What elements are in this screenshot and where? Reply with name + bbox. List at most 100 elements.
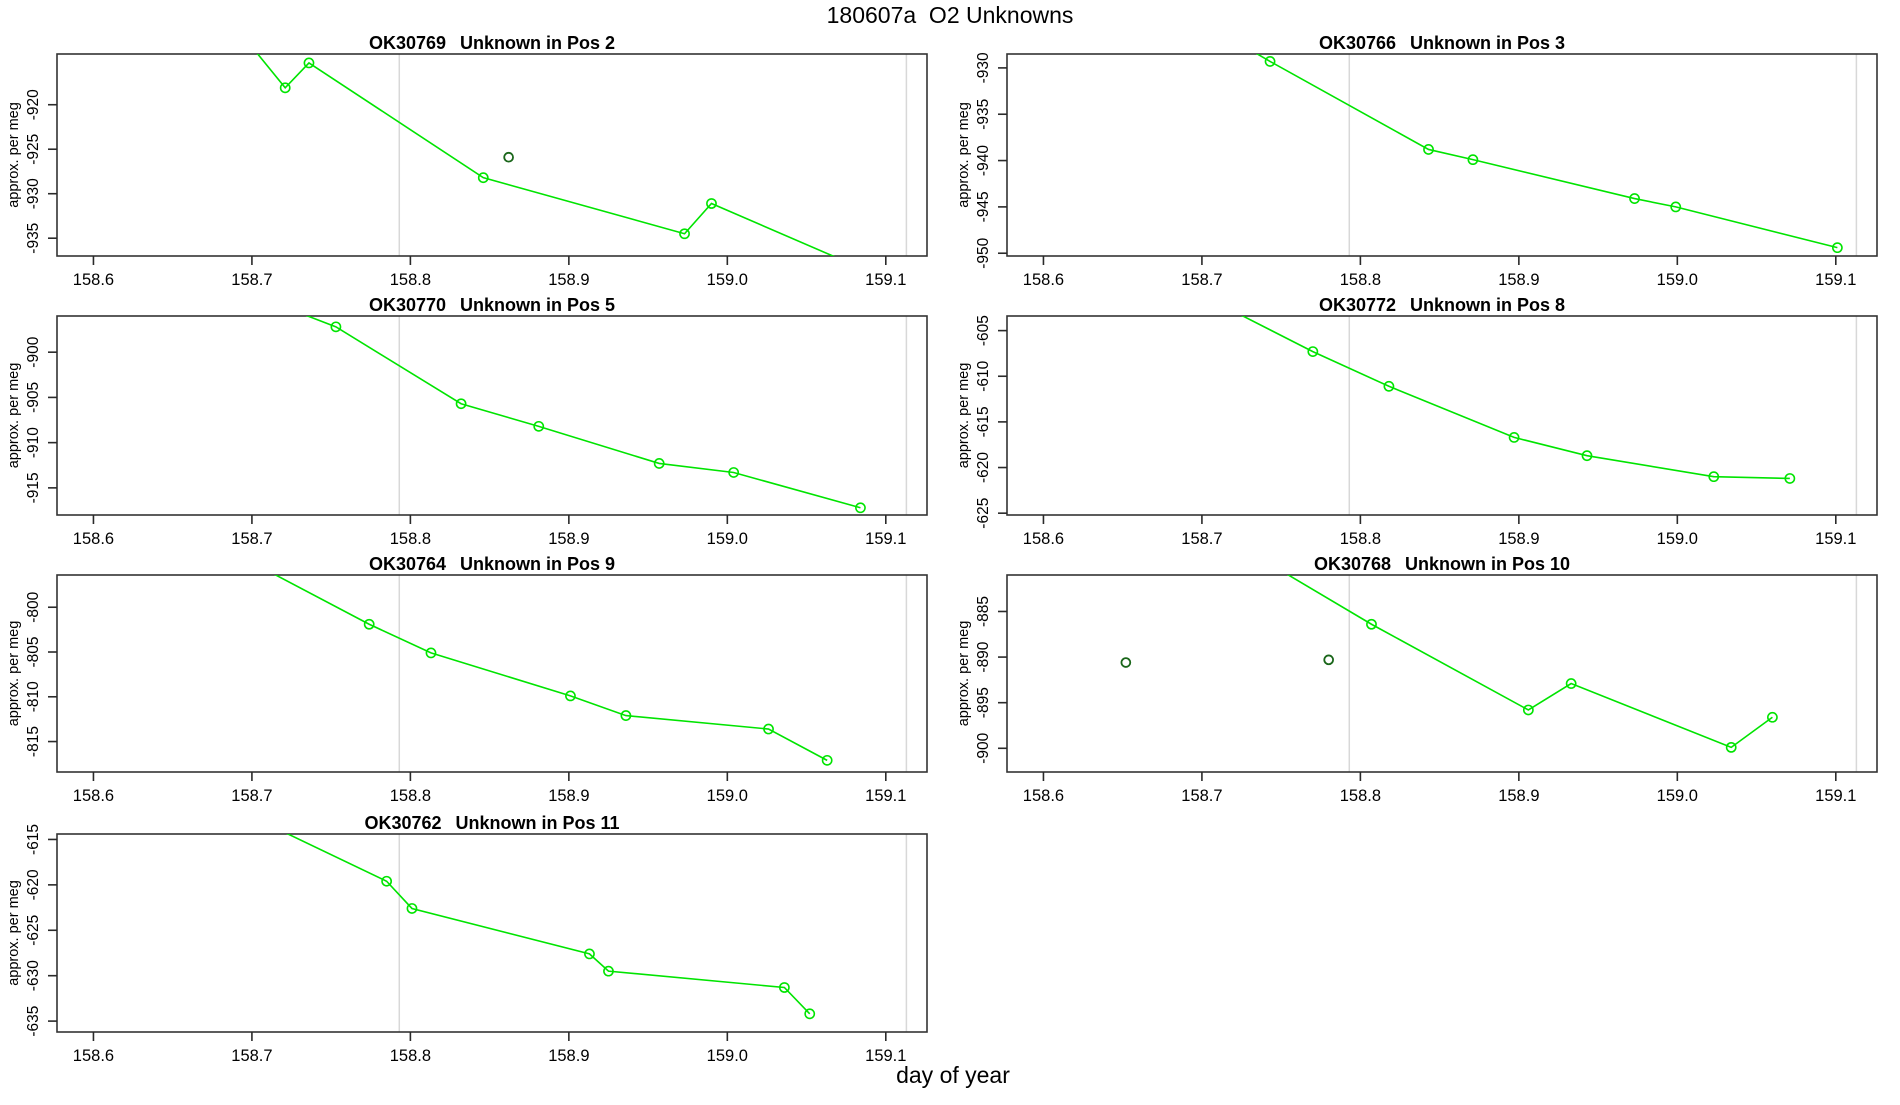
- panel-OK30769: OK30769 Unknown in Pos 2 158.6 158.7 158.8 15…: [6, 33, 928, 289]
- panel-OK30764: OK30764 Unknown in Pos 9 158.6 158.7 158.8 15…: [6, 554, 928, 805]
- panel-box: [56, 315, 928, 516]
- x-tick-label: 158.9: [548, 530, 589, 548]
- data-point: [603, 965, 614, 977]
- y-tick-label: -615: [25, 824, 42, 855]
- data-point: [247, 812, 256, 821]
- x-tick-label: 159.0: [707, 787, 748, 805]
- panel-box: [56, 53, 928, 257]
- data-point: [406, 903, 418, 914]
- panel-box: [56, 833, 928, 1033]
- panel-title: OK30766 Unknown in Pos 3: [1319, 33, 1565, 53]
- data-point: [1522, 704, 1534, 716]
- y-tick-label: -895: [975, 687, 992, 718]
- data-point: [728, 467, 740, 478]
- data-point: [1831, 242, 1843, 254]
- x-tick-label: 158.7: [231, 530, 272, 548]
- x-tick-label: 159.1: [1815, 787, 1856, 805]
- y-tick-label: -930: [25, 178, 42, 209]
- y-tick-label: -630: [25, 960, 42, 991]
- x-tick-label: 158.8: [390, 530, 431, 548]
- data-point: [763, 723, 774, 735]
- y-axis-title: approx. per meg: [6, 363, 22, 469]
- figure-title: 180607a O2 Unknowns: [826, 2, 1074, 28]
- x-tick-label: 158.9: [1498, 530, 1539, 548]
- panel-title: OK30762 Unknown in Pos 11: [364, 813, 619, 833]
- data-point: [381, 875, 393, 887]
- x-tick-label: 158.7: [231, 271, 272, 289]
- panel-box: [1006, 315, 1878, 516]
- data-point: [620, 710, 632, 721]
- panel-title: OK30769 Unknown in Pos 2: [369, 33, 615, 53]
- panel-OK30770: OK30770 Unknown in Pos 5 158.6 158.7 158.8 15…: [6, 295, 928, 548]
- x-tick-label: 159.0: [707, 530, 748, 548]
- x-tick-label: 158.6: [73, 787, 114, 805]
- y-axis-title: approx. per meg: [6, 880, 22, 986]
- flagged-point: [1323, 654, 1334, 666]
- panel-title: OK30770 Unknown in Pos 5: [369, 295, 615, 315]
- panel-OK30766: OK30766 Unknown in Pos 3 158.6 158.7 158.8 15…: [956, 33, 1878, 289]
- x-tick-label: 159.0: [1657, 530, 1698, 548]
- data-point: [821, 754, 833, 766]
- y-tick-label: -950: [975, 237, 992, 268]
- data-point: [533, 420, 545, 432]
- data-point: [1307, 346, 1319, 358]
- data-point: [1725, 741, 1737, 753]
- data-line: [256, 54, 835, 256]
- y-axis-title: approx. per meg: [956, 621, 972, 727]
- data-point: [247, 42, 256, 51]
- panel-data: [247, 42, 835, 256]
- data-point: [1366, 618, 1377, 630]
- y-axis-title: approx. per meg: [956, 363, 972, 469]
- x-tick-label: 158.7: [231, 1047, 272, 1065]
- y-tick-label: -945: [975, 191, 992, 222]
- data-point: [1708, 471, 1720, 483]
- x-tick-label: 158.9: [1498, 271, 1539, 289]
- panel-data: [247, 812, 816, 1020]
- x-tick-label: 159.0: [1657, 787, 1698, 805]
- x-tick-label: 158.9: [548, 787, 589, 805]
- data-point: [653, 458, 665, 469]
- x-tick-label: 158.7: [1181, 271, 1222, 289]
- data-line: [305, 316, 861, 509]
- data-point: [1581, 450, 1593, 462]
- y-tick-label: -915: [25, 472, 42, 503]
- x-tick-label: 159.0: [707, 271, 748, 289]
- x-tick-label: 158.6: [1023, 787, 1064, 805]
- y-tick-label: -940: [975, 145, 992, 176]
- data-point: [1565, 678, 1577, 689]
- panel-box: [1006, 53, 1878, 257]
- panel-data: [273, 575, 833, 766]
- x-tick-label: 159.1: [1815, 530, 1856, 548]
- y-tick-label: -605: [975, 315, 992, 346]
- x-tick-label: 158.8: [390, 1047, 431, 1065]
- data-point: [1670, 201, 1682, 213]
- data-line: [1241, 316, 1790, 480]
- data-point: [1784, 473, 1796, 484]
- data-point: [1213, 299, 1222, 308]
- y-tick-label: -885: [975, 596, 992, 627]
- y-tick-label: -810: [25, 681, 42, 712]
- y-tick-label: -610: [975, 360, 992, 391]
- data-point: [584, 948, 595, 960]
- x-tick-label: 158.6: [73, 530, 114, 548]
- panel-title: OK30764 Unknown in Pos 9: [369, 554, 615, 574]
- x-axis-label: day of year: [896, 1062, 1010, 1088]
- panel-OK30772: OK30772 Unknown in Pos 8 158.6 158.7 158.8 15…: [956, 295, 1878, 548]
- data-line: [1286, 575, 1773, 749]
- panel-data: [1213, 299, 1796, 484]
- y-tick-label: -900: [975, 732, 992, 763]
- y-axis-title: approx. per meg: [6, 621, 22, 727]
- data-line: [1255, 54, 1838, 249]
- y-tick-label: -905: [25, 382, 42, 413]
- data-point: [1767, 711, 1778, 723]
- x-tick-label: 159.1: [865, 787, 906, 805]
- panel-OK30768: OK30768 Unknown in Pos 10 158.6 158.7 158.8 1…: [956, 554, 1878, 805]
- data-point: [303, 57, 315, 69]
- y-tick-label: -900: [25, 336, 42, 367]
- x-tick-label: 159.0: [707, 1047, 748, 1065]
- data-point: [477, 172, 489, 184]
- data-point: [455, 398, 467, 410]
- x-tick-label: 158.7: [231, 787, 272, 805]
- y-tick-label: -625: [25, 915, 42, 946]
